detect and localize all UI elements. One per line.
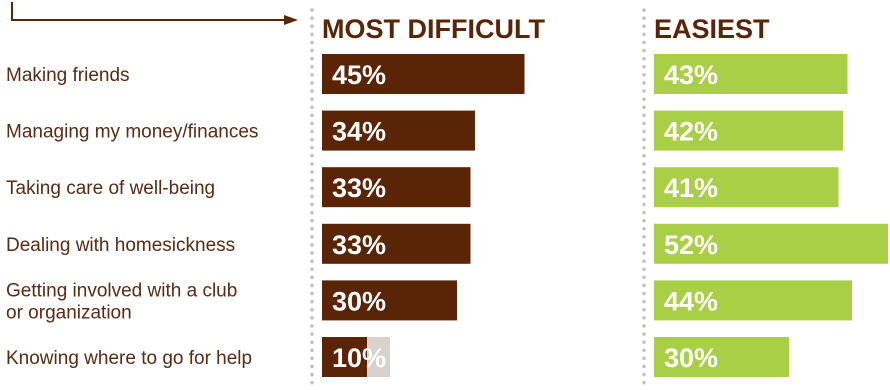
most-difficult-bars: 45% 34% 33% 33% 30% 10% [322, 54, 525, 377]
category-label-line: Getting involved with a club [6, 280, 237, 301]
bar-value-label: 10% [332, 343, 386, 373]
bar [322, 337, 367, 377]
bar [654, 280, 852, 321]
bar-value-label: 52% [664, 230, 718, 260]
bar [322, 280, 457, 321]
bar-value-label: 33% [332, 173, 386, 203]
category-labels: Making friends Managing my money/finances… [6, 65, 258, 369]
bar [322, 223, 471, 264]
category-label-line: Managing my money/finances [6, 122, 258, 143]
category-label: Knowing where to go for help [6, 348, 252, 369]
arrow-connector [11, 2, 298, 25]
bar [322, 110, 475, 151]
category-label: Making friends [6, 65, 130, 86]
easiest-bars: 43% 42% 41% 52% 44% 30% [654, 54, 888, 377]
bar [654, 223, 888, 264]
bar [322, 167, 471, 208]
bar-value-label: 34% [332, 117, 386, 147]
category-label: Dealing with homesickness [6, 235, 235, 256]
bar [654, 167, 839, 208]
column-title-0: MOST DIFFICULT [322, 14, 545, 44]
category-label-line: Dealing with homesickness [6, 235, 235, 256]
bar [322, 54, 525, 94]
column-titles: MOST DIFFICULT EASIEST [322, 14, 770, 44]
category-label: Managing my money/finances [6, 122, 258, 143]
column-dividers [310, 8, 646, 388]
arrow-head [284, 15, 298, 25]
arrow-line [11, 2, 285, 21]
category-label-line: Taking care of well-being [6, 178, 215, 199]
bar-value-label: 44% [664, 286, 718, 316]
category-label-line: or organization [6, 302, 132, 323]
bar-value-label: 42% [664, 117, 718, 147]
category-label-line: Making friends [6, 65, 130, 86]
category-label: Taking care of well-being [6, 178, 215, 199]
bar [654, 110, 843, 151]
column-title-1: EASIEST [654, 14, 770, 44]
bar-value-label: 30% [332, 286, 386, 316]
category-label-line: Knowing where to go for help [6, 348, 252, 369]
bar-value-label: 45% [332, 60, 386, 90]
bar-value-label: 33% [332, 230, 386, 260]
bar [654, 54, 848, 94]
bar-value-label: 41% [664, 173, 718, 203]
bar-value-label: 30% [664, 343, 718, 373]
bar-value-label: 43% [664, 60, 718, 90]
bar [654, 337, 789, 377]
